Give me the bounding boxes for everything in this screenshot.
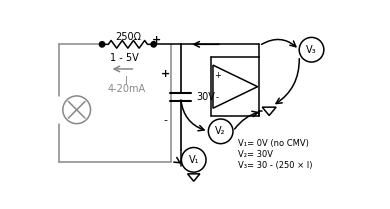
Circle shape (151, 42, 156, 47)
Text: 30V: 30V (196, 92, 215, 102)
Text: +: + (152, 36, 161, 46)
Text: 250Ω: 250Ω (115, 32, 141, 42)
Text: V₂: V₂ (215, 126, 226, 136)
Circle shape (181, 148, 206, 172)
Text: V₁= 0V (no CMV): V₁= 0V (no CMV) (238, 139, 309, 148)
Circle shape (99, 42, 105, 47)
Text: +: + (161, 69, 170, 79)
Text: V₃= 30 - (250 × I): V₃= 30 - (250 × I) (238, 161, 313, 169)
Text: I: I (125, 75, 128, 85)
Text: -: - (216, 93, 219, 102)
Text: V₂= 30V: V₂= 30V (238, 150, 273, 159)
Text: 1 - 5V: 1 - 5V (110, 53, 138, 63)
Circle shape (208, 119, 233, 144)
Text: +: + (214, 71, 221, 80)
Text: -: - (163, 115, 167, 125)
Circle shape (299, 37, 324, 62)
Text: V₁: V₁ (188, 155, 199, 165)
Text: 4-20mA: 4-20mA (108, 84, 146, 94)
Text: V₃: V₃ (306, 45, 317, 55)
